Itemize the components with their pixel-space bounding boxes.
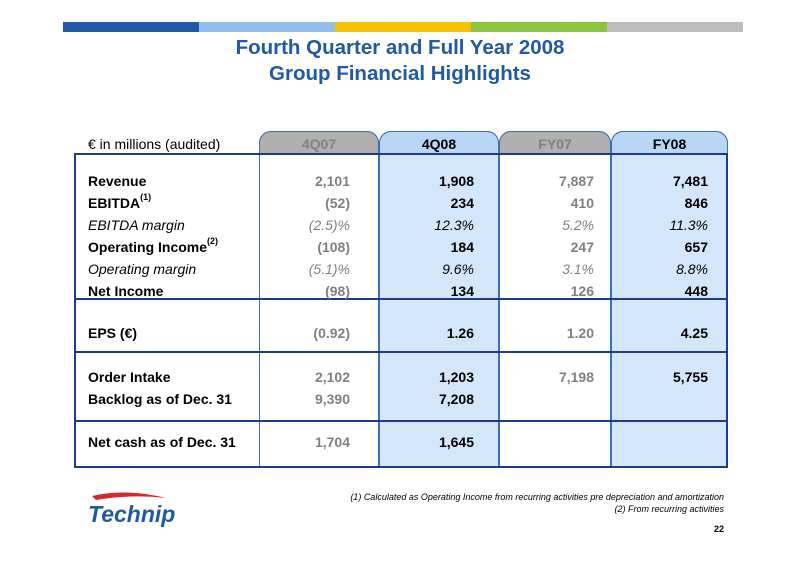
title-line-2: Group Financial Highlights (269, 62, 531, 85)
table-cell-fy07: 3.1% (562, 261, 594, 277)
table-cell-4q07: 2,101 (314, 173, 350, 189)
row-label: Order Intake (88, 366, 170, 388)
color-bar-segment-2 (199, 22, 335, 32)
row-label: EBITDA margin (88, 214, 185, 236)
column-header-4q08: 4Q08 (379, 131, 499, 153)
color-bar-segment-4 (471, 22, 607, 32)
row-label-text: Order Intake (88, 369, 171, 385)
unit-label: € in millions (audited) (88, 136, 221, 152)
row-label: Operating margin (88, 258, 196, 280)
row-label-footnote-ref: (1) (140, 192, 152, 202)
table-cell-fy07: 1.20 (566, 325, 594, 341)
table-cell-fy07: 5.2% (562, 217, 594, 233)
financial-table: 4Q07 4Q08 FY07 FY08 € in millions (audit… (74, 131, 728, 468)
row-label-text: EBITDA (88, 195, 141, 211)
color-bar-segment-3 (335, 22, 471, 32)
page-number: 22 (713, 524, 724, 534)
row-label-text: Operating margin (88, 261, 197, 277)
table-cell-4q07: 9,390 (314, 391, 350, 407)
row-label: Operating Income(2) (88, 236, 218, 258)
row-label-footnote-ref: (2) (207, 236, 219, 246)
footnote-2: (2) From recurring activities (614, 504, 724, 514)
table-cell-4q08: 1,203 (438, 369, 474, 385)
table-cell-fy08: 8.8% (676, 261, 708, 277)
row-label: EBITDA(1) (88, 192, 151, 214)
table-cell-4q08: 9.6% (442, 261, 474, 277)
table-cell-4q07: 2,102 (314, 369, 350, 385)
table-cell-fy08: 5,755 (672, 369, 708, 385)
table-cell-4q07: (2.5)% (308, 217, 350, 233)
table-cell-4q08: 134 (450, 283, 474, 299)
color-bar (63, 22, 743, 32)
table-row: Net Income (98) 134 126 448 (88, 280, 728, 302)
footnote-1: (1) Calculated as Operating Income from … (350, 492, 724, 502)
table-cell-4q07: (0.92) (313, 325, 350, 341)
table-cell-4q08: 7,208 (438, 391, 474, 407)
row-label-text: Net cash as of Dec. 31 (88, 434, 236, 450)
row-label: EPS (€) (88, 322, 137, 344)
table-cell-4q08: 184 (450, 239, 474, 255)
color-bar-segment-1 (63, 22, 199, 32)
table-cell-fy08: 11.3% (669, 217, 708, 233)
table-cell-fy08: 846 (684, 195, 708, 211)
technip-logo-graphic: Technip (88, 492, 175, 527)
table-cell-4q08: 1.26 (446, 325, 474, 341)
table-cell-4q07: (52) (325, 195, 350, 211)
table-cell-fy08: 7,481 (672, 173, 708, 189)
table-cell-fy07: 247 (570, 239, 594, 255)
table-row: Net cash as of Dec. 31 1,704 1,645 (88, 431, 728, 453)
column-header-fy07: FY07 (499, 131, 611, 153)
table-cell-4q08: 1,908 (438, 173, 474, 189)
table-cell-4q07: 1,704 (314, 434, 350, 450)
table-row: EBITDA margin (2.5)% 12.3% 5.2% 11.3% (88, 214, 728, 236)
table-cell-fy07: 126 (570, 283, 594, 299)
table-cell-fy07: 7,198 (558, 369, 594, 385)
column-header-fy08: FY08 (611, 131, 728, 153)
table-row: EBITDA(1) (52) 234 410 846 (88, 192, 728, 214)
table-cell-fy08: 448 (684, 283, 708, 299)
table-cell-4q08: 12.3% (434, 217, 474, 233)
logo-text: Technip (88, 501, 175, 527)
table-cell-4q07: (98) (325, 283, 350, 299)
table-cell-fy07: 410 (570, 195, 594, 211)
row-label-text: EPS (€) (88, 325, 138, 341)
table-row: EPS (€) (0.92) 1.26 1.20 4.25 (88, 322, 728, 344)
table-row: Operating Income(2) (108) 184 247 657 (88, 236, 728, 258)
technip-logo: Technip (86, 492, 176, 532)
table-cell-fy08: 657 (684, 239, 708, 255)
row-label-text: Backlog as of Dec. 31 (88, 391, 232, 407)
table-cell-4q07: (5.1)% (308, 261, 350, 277)
table-row: Order Intake 2,102 1,203 7,198 5,755 (88, 366, 728, 388)
page-title: Fourth Quarter and Full Year 2008 Group … (0, 35, 800, 87)
table-row: Revenue 2,101 1,908 7,887 7,481 (88, 170, 728, 192)
table-row: Operating margin (5.1)% 9.6% 3.1% 8.8% (88, 258, 728, 280)
color-bar-segment-5 (607, 22, 743, 32)
row-label-text: EBITDA margin (88, 217, 185, 233)
table-cell-4q08: 234 (450, 195, 474, 211)
table-cell-4q07: (108) (317, 239, 350, 255)
table-row: Backlog as of Dec. 31 9,390 7,208 (88, 388, 728, 410)
table-cell-fy08: 4.25 (680, 325, 708, 341)
row-label-text: Revenue (88, 173, 147, 189)
row-label: Net cash as of Dec. 31 (88, 431, 236, 453)
row-label: Backlog as of Dec. 31 (88, 388, 232, 410)
table-cell-4q08: 1,645 (438, 434, 474, 450)
column-header-4q07: 4Q07 (259, 131, 379, 153)
row-label-text: Net Income (88, 283, 164, 299)
row-label: Revenue (88, 170, 146, 192)
table-cell-fy07: 7,887 (558, 173, 594, 189)
row-label-text: Operating Income (88, 239, 208, 255)
section-frame-cash (74, 420, 728, 468)
title-line-1: Fourth Quarter and Full Year 2008 (235, 36, 565, 59)
row-label: Net Income (88, 280, 163, 302)
